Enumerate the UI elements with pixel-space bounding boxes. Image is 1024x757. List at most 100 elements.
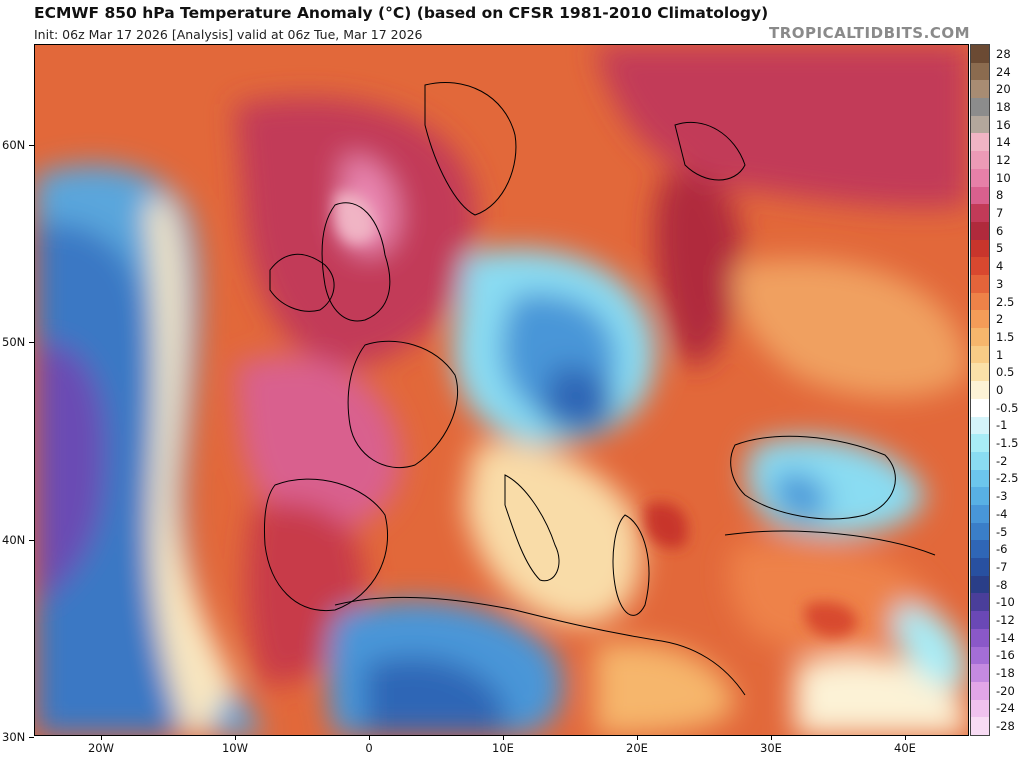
colorbar-label: 4 <box>996 259 1004 274</box>
colorbar <box>970 44 990 736</box>
colorbar-segment <box>971 151 989 170</box>
lat-label: 50N <box>2 335 26 349</box>
colorbar-label: -1 <box>996 418 1008 433</box>
colorbar-segment <box>971 310 989 329</box>
lon-label: 30E <box>760 741 782 755</box>
lat-label: 40N <box>2 533 26 547</box>
lat-tick <box>29 540 34 541</box>
colorbar-segment <box>971 575 989 594</box>
colorbar-segment <box>971 80 989 99</box>
colorbar-segment <box>971 522 989 541</box>
colorbar-label: 24 <box>996 64 1011 79</box>
colorbar-segment <box>971 699 989 718</box>
colorbar-label: 8 <box>996 188 1004 203</box>
colorbar-label: -12 <box>996 613 1015 627</box>
colorbar-label: -2.5 <box>996 471 1019 486</box>
colorbar-segment <box>971 363 989 382</box>
colorbar-label: -5 <box>996 524 1008 539</box>
colorbar-label: -24 <box>996 701 1015 716</box>
colorbar-label: 1 <box>996 347 1004 362</box>
lon-label: 20E <box>626 741 648 755</box>
brand-watermark: TROPICALTIDBITS.COM <box>769 24 970 42</box>
colorbar-segment <box>971 115 989 134</box>
colorbar-label: 10 <box>996 170 1011 185</box>
lon-tick <box>101 736 102 740</box>
colorbar-segment <box>971 487 989 506</box>
colorbar-label: -14 <box>996 630 1015 645</box>
colorbar-segment <box>971 186 989 205</box>
colorbar-segment <box>971 469 989 488</box>
colorbar-label: 2 <box>996 312 1004 327</box>
lon-tick <box>235 736 236 740</box>
colorbar-segment <box>971 221 989 241</box>
colorbar-segment <box>971 381 989 400</box>
colorbar-label: 6 <box>996 223 1004 238</box>
colorbar-label: -1.5 <box>996 436 1019 451</box>
colorbar-label: 20 <box>996 82 1011 97</box>
colorbar-label: 0.5 <box>996 365 1015 380</box>
colorbar-segment <box>971 593 989 612</box>
lon-tick <box>503 736 504 740</box>
colorbar-label: -28 <box>996 719 1015 734</box>
colorbar-label: -10 <box>996 595 1015 610</box>
colorbar-label: -6 <box>996 542 1008 557</box>
colorbar-segment <box>971 628 989 648</box>
anomaly-field <box>35 45 968 735</box>
colorbar-segment <box>971 558 989 577</box>
lon-tick <box>771 736 772 740</box>
colorbar-label: 14 <box>996 135 1011 150</box>
colorbar-segment <box>971 204 989 223</box>
lat-tick <box>29 737 34 738</box>
colorbar-segment <box>971 664 989 683</box>
lon-label: 20W <box>87 741 115 755</box>
colorbar-label: -0.5 <box>996 400 1019 415</box>
colorbar-segment <box>971 133 989 152</box>
colorbar-segment <box>971 98 989 117</box>
lon-tick <box>905 736 906 740</box>
colorbar-segment <box>971 292 989 311</box>
anomaly-map[interactable] <box>34 44 969 736</box>
colorbar-label: 5 <box>996 241 1004 256</box>
colorbar-label: 28 <box>996 46 1011 61</box>
lon-label: 0 <box>365 741 373 755</box>
colorbar-label: 16 <box>996 117 1011 132</box>
lat-label: 60N <box>2 138 26 152</box>
colorbar-segment <box>971 45 989 64</box>
anomaly-detail <box>335 192 857 638</box>
coastlines <box>264 81 936 696</box>
colorbar-segment <box>971 275 989 294</box>
colorbar-label: 3 <box>996 276 1004 291</box>
colorbar-segment <box>971 345 989 364</box>
colorbar-label: -3 <box>996 489 1008 504</box>
colorbar-label: -4 <box>996 506 1008 521</box>
lon-label: 10W <box>221 741 249 755</box>
colorbar-segment <box>971 239 989 258</box>
lon-label: 10E <box>492 741 514 755</box>
colorbar-segment <box>971 434 989 453</box>
colorbar-label: -2 <box>996 453 1008 468</box>
colorbar-segment <box>971 416 989 435</box>
colorbar-segment <box>971 257 989 276</box>
colorbar-segment <box>971 398 989 418</box>
colorbar-label: 0 <box>996 383 1004 397</box>
colorbar-segment <box>971 611 989 630</box>
map-svg <box>35 45 968 735</box>
colorbar-segment <box>971 505 989 524</box>
colorbar-segment <box>971 681 989 701</box>
colorbar-segment <box>971 540 989 559</box>
colorbar-label: 1.5 <box>996 329 1015 344</box>
colorbar-segment <box>971 62 989 81</box>
lat-tick <box>29 342 34 343</box>
colorbar-segment <box>971 328 989 347</box>
lat-label: 30N <box>2 730 26 744</box>
chart-title: ECMWF 850 hPa Temperature Anomaly (°C) (… <box>34 4 769 22</box>
colorbar-segment <box>971 451 989 471</box>
lon-tick <box>637 736 638 740</box>
chart-subtitle: Init: 06z Mar 17 2026 [Analysis] valid a… <box>34 27 423 42</box>
colorbar-label: -16 <box>996 648 1015 663</box>
colorbar-label: 7 <box>996 206 1004 221</box>
lon-tick <box>369 736 370 740</box>
colorbar-label: -8 <box>996 577 1008 592</box>
colorbar-label: -7 <box>996 559 1008 574</box>
colorbar-label: 18 <box>996 99 1011 114</box>
